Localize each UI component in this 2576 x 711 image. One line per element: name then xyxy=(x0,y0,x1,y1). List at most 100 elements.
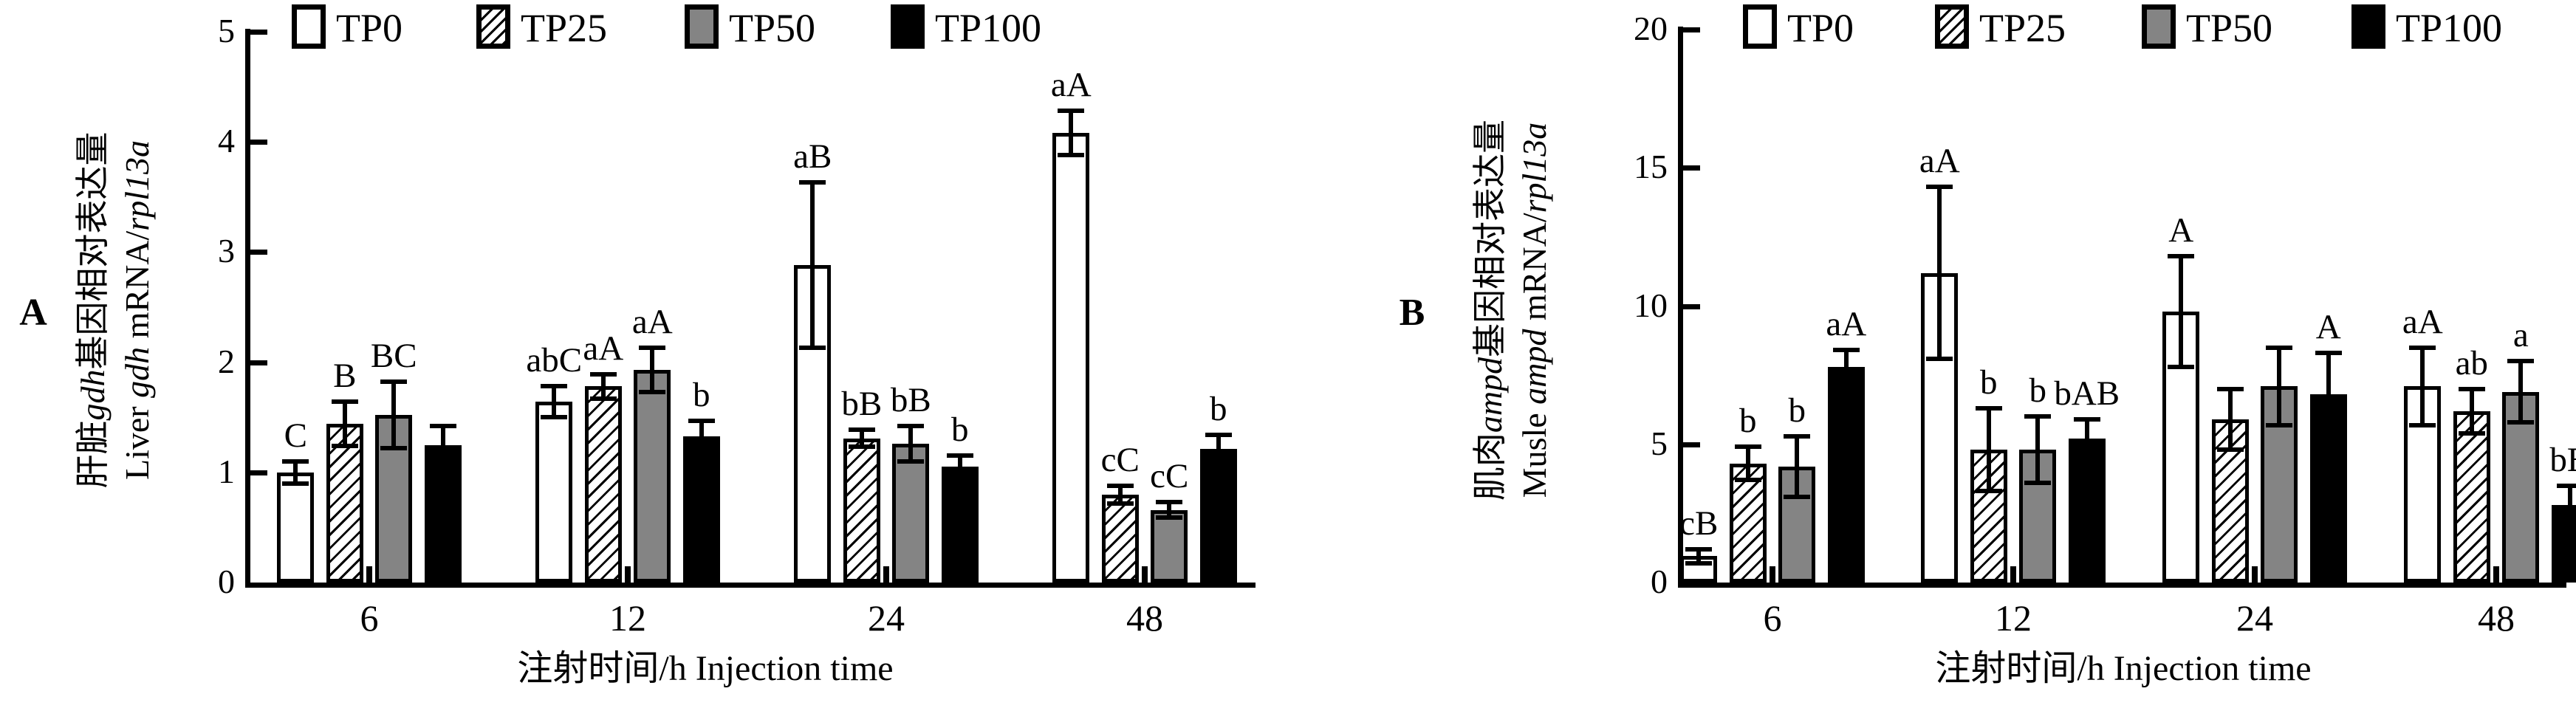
significance-letter-A-12h-TP100: b xyxy=(693,375,710,414)
bar-B-24h-TP100 xyxy=(2309,394,2347,583)
significance-letter-B-24h-TP100: A xyxy=(2315,308,2341,347)
y-axis-label-B-en: Musle ampd mRNA/rpl13a xyxy=(1515,122,1553,498)
legend-swatch-B-TP50 xyxy=(2142,4,2176,49)
y-tick-label-A-1: 1 xyxy=(218,452,235,490)
error-cap-bottom-B-24h-TP25 xyxy=(2216,447,2244,453)
error-bar-A-24h-TP0 xyxy=(810,182,815,348)
error-bar-B-48h-TP100 xyxy=(2567,485,2572,525)
y-tick-B-15 xyxy=(1682,165,1700,171)
error-bar-B-24h-TP0 xyxy=(2179,256,2184,367)
x-axis-line-A xyxy=(245,583,1256,588)
error-cap-top-A-48h-TP100 xyxy=(1205,433,1232,438)
y-tick-label-A-2: 2 xyxy=(218,342,235,380)
legend-label-A-TP25: TP25 xyxy=(521,6,608,50)
error-bar-A-12h-TP0 xyxy=(552,386,557,418)
error-bar-B-6h-TP100 xyxy=(1843,350,1849,384)
error-bar-A-12h-TP100 xyxy=(699,420,704,452)
error-cap-top-B-48h-TP25 xyxy=(2458,386,2485,391)
bar-A-12h-TP50 xyxy=(634,370,671,583)
x-tick-label-A-48: 48 xyxy=(1126,597,1163,639)
error-cap-bottom-B-12h-TP0 xyxy=(1926,356,1953,361)
legend-swatch-A-TP0 xyxy=(292,4,326,49)
bar-A-12h-TP25 xyxy=(584,386,622,583)
error-bar-A-24h-TP50 xyxy=(908,426,914,461)
y-tick-A-4 xyxy=(250,140,267,145)
significance-letter-A-24h-TP25: bB xyxy=(841,384,883,423)
error-cap-top-B-48h-TP0 xyxy=(2409,345,2436,350)
error-cap-top-B-24h-TP25 xyxy=(2216,386,2244,391)
significance-letter-A-48h-TP25: cC xyxy=(1100,440,1140,479)
error-cap-top-A-6h-TP50 xyxy=(380,379,408,385)
error-cap-bottom-A-12h-TP100 xyxy=(688,449,715,454)
significance-letter-B-48h-TP0: aA xyxy=(2402,302,2443,341)
bar-A-12h-TP100 xyxy=(682,436,720,583)
x-tick-A-48 xyxy=(1142,566,1148,583)
error-cap-top-B-6h-TP0 xyxy=(1685,547,1713,552)
error-bar-B-6h-TP50 xyxy=(1795,436,1800,497)
error-cap-bottom-B-48h-TP0 xyxy=(2409,422,2436,427)
error-bar-B-48h-TP25 xyxy=(2469,388,2474,433)
error-cap-bottom-B-6h-TP0 xyxy=(1685,560,1713,566)
error-cap-top-A-48h-TP0 xyxy=(1058,109,1085,114)
error-cap-top-B-6h-TP100 xyxy=(1832,348,1860,353)
bar-A-6h-TP100 xyxy=(424,444,462,583)
error-cap-bottom-B-48h-TP100 xyxy=(2556,522,2576,527)
error-cap-top-B-12h-TP25 xyxy=(1975,406,2002,411)
error-cap-top-A-12h-TP0 xyxy=(541,384,568,389)
x-tick-label-A-12: 12 xyxy=(609,597,646,639)
bar-B-12h-TP25 xyxy=(1970,450,2007,583)
x-tick-label-A-6: 6 xyxy=(360,597,379,639)
y-axis-label-A-en: Liver gdh mRNA/rpl13a xyxy=(118,140,156,480)
significance-letter-A-12h-TP25: aA xyxy=(583,329,624,368)
legend-swatch-B-TP25 xyxy=(1935,4,1969,49)
x-tick-B-48 xyxy=(2493,566,2499,583)
bar-B-48h-TP100 xyxy=(2551,505,2576,583)
y-axis-label-B: 肌肉ampd基因相对表达量 Musle ampd mRNA/rpl13a xyxy=(1468,37,1560,583)
error-bar-B-12h-TP50 xyxy=(2035,416,2041,484)
error-cap-top-A-6h-TP100 xyxy=(429,424,456,429)
significance-letter-A-48h-TP50: cC xyxy=(1150,457,1189,496)
y-tick-label-B-15: 15 xyxy=(1634,148,1668,186)
y-tick-label-B-5: 5 xyxy=(1651,424,1668,462)
error-cap-bottom-A-12h-TP50 xyxy=(639,389,666,394)
significance-letter-B-48h-TP50: a xyxy=(2512,316,2529,355)
error-cap-bottom-A-24h-TP25 xyxy=(848,444,875,450)
error-bar-A-48h-TP0 xyxy=(1069,111,1074,156)
x-tick-label-A-24: 24 xyxy=(868,597,905,639)
error-bar-B-12h-TP0 xyxy=(1937,187,1942,359)
x-axis-title-B: 注射时间/h Injection time xyxy=(1935,649,2312,688)
error-cap-top-A-12h-TP100 xyxy=(688,418,715,423)
error-bar-A-12h-TP50 xyxy=(650,348,655,392)
error-bar-B-6h-TP25 xyxy=(1745,447,1750,481)
error-cap-bottom-B-24h-TP0 xyxy=(2168,364,2195,369)
error-cap-top-B-12h-TP50 xyxy=(2024,414,2052,419)
error-cap-top-B-48h-TP100 xyxy=(2556,483,2576,488)
legend-swatch-B-TP100 xyxy=(2351,4,2385,49)
error-cap-bottom-B-12h-TP25 xyxy=(1975,489,2002,494)
error-cap-top-A-48h-TP50 xyxy=(1156,500,1183,505)
y-tick-label-B-0: 0 xyxy=(1651,563,1668,600)
y-tick-B-5 xyxy=(1682,442,1700,447)
significance-letter-A-24h-TP50: bB xyxy=(890,381,931,420)
bar-A-12h-TP0 xyxy=(535,402,573,583)
error-cap-bottom-B-6h-TP100 xyxy=(1832,381,1860,386)
error-cap-bottom-B-12h-TP100 xyxy=(2073,456,2100,461)
error-cap-bottom-A-24h-TP50 xyxy=(897,458,925,464)
error-cap-top-A-12h-TP25 xyxy=(589,372,617,377)
bar-A-24h-TP100 xyxy=(941,467,979,583)
bar-A-24h-TP50 xyxy=(892,444,930,583)
bar-B-12h-TP50 xyxy=(2019,450,2057,583)
error-cap-top-A-6h-TP0 xyxy=(282,458,309,464)
legend-label-B-TP50: TP50 xyxy=(2186,6,2273,50)
error-bar-B-48h-TP0 xyxy=(2420,347,2425,425)
error-cap-bottom-A-6h-TP0 xyxy=(282,481,309,486)
significance-letter-A-6h-TP25: B xyxy=(333,357,357,396)
x-tick-B-12 xyxy=(2010,566,2016,583)
bar-B-48h-TP25 xyxy=(2453,411,2490,583)
significance-letter-A-6h-TP50: BC xyxy=(370,337,417,376)
error-cap-top-B-6h-TP25 xyxy=(1734,444,1761,450)
significance-letter-A-24h-TP100: b xyxy=(951,411,969,450)
significance-letter-B-48h-TP100: bB xyxy=(2549,440,2576,479)
y-tick-B-10 xyxy=(1682,303,1700,309)
